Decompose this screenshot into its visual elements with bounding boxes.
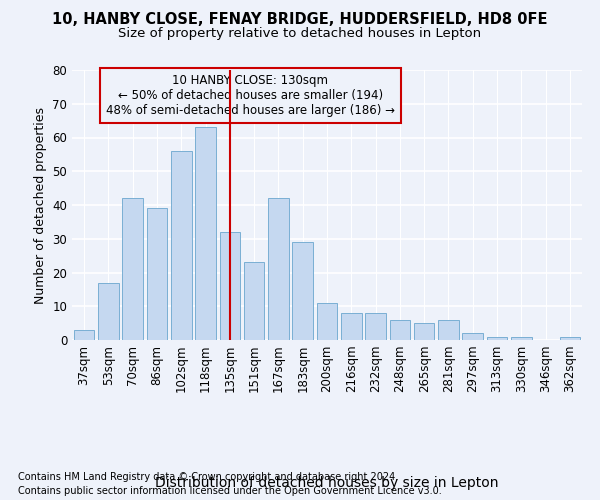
Y-axis label: Number of detached properties: Number of detached properties	[34, 106, 47, 304]
Bar	[341, 313, 362, 340]
Bar	[195, 128, 216, 340]
X-axis label: Distribution of detached houses by size in Lepton: Distribution of detached houses by size …	[155, 476, 499, 490]
Bar	[438, 320, 459, 340]
Bar	[220, 232, 240, 340]
Bar	[122, 198, 143, 340]
Bar	[487, 336, 508, 340]
Bar	[560, 336, 580, 340]
Bar	[98, 282, 119, 340]
Bar	[511, 336, 532, 340]
Bar	[389, 320, 410, 340]
Bar	[244, 262, 265, 340]
Bar	[74, 330, 94, 340]
Text: Contains public sector information licensed under the Open Government Licence v3: Contains public sector information licen…	[18, 486, 442, 496]
Bar	[463, 334, 483, 340]
Text: 10, HANBY CLOSE, FENAY BRIDGE, HUDDERSFIELD, HD8 0FE: 10, HANBY CLOSE, FENAY BRIDGE, HUDDERSFI…	[52, 12, 548, 28]
Bar	[146, 208, 167, 340]
Bar	[268, 198, 289, 340]
Text: Contains HM Land Registry data © Crown copyright and database right 2024.: Contains HM Land Registry data © Crown c…	[18, 472, 398, 482]
Bar	[171, 151, 191, 340]
Bar	[365, 313, 386, 340]
Text: 10 HANBY CLOSE: 130sqm
← 50% of detached houses are smaller (194)
48% of semi-de: 10 HANBY CLOSE: 130sqm ← 50% of detached…	[106, 74, 395, 117]
Bar	[317, 303, 337, 340]
Bar	[414, 323, 434, 340]
Text: Size of property relative to detached houses in Lepton: Size of property relative to detached ho…	[118, 28, 482, 40]
Bar	[292, 242, 313, 340]
